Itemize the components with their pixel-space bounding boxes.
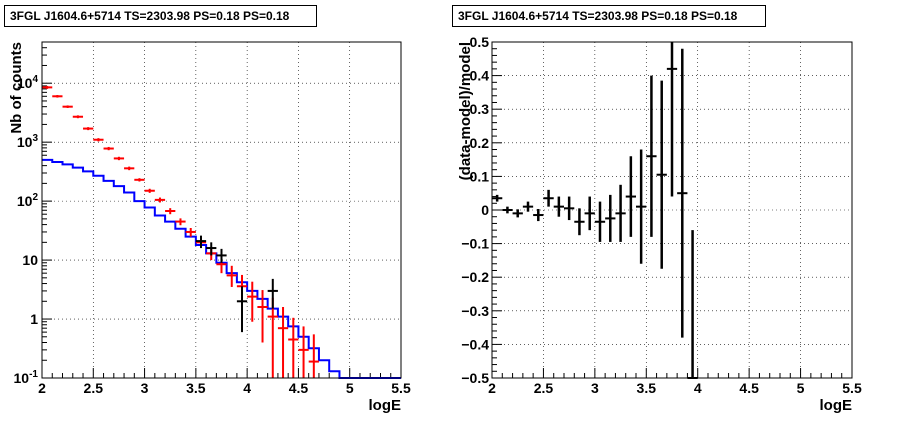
- right-y-tick-label: −0.2: [461, 269, 489, 285]
- right-y-tick-label: −0.1: [461, 236, 489, 252]
- data-point-red: [134, 178, 145, 182]
- residual-point: [522, 201, 534, 212]
- left-chart: 2 2.5 3 3.5 4 4.5 5 5.5 10-1 1 10 102 103 104 logE Nb o…: [8, 41, 411, 414]
- residual-point: [594, 201, 606, 242]
- right-chart-title: 3FGL J1604.6+5714 TS=2303.98 PS=0.18 PS=…: [452, 5, 766, 27]
- left-x-tick-label: 5.5: [391, 380, 411, 396]
- right-y-tick-label: 0: [481, 202, 489, 218]
- right-y-tick-label: −0.5: [461, 370, 489, 386]
- right-plot-frame: [491, 41, 853, 379]
- right-x-tick-label: 2: [488, 380, 496, 396]
- data-point-red: [298, 326, 309, 378]
- left-x-tick-label: 2.5: [84, 380, 104, 396]
- residual-point: [533, 208, 544, 222]
- left-x-tick-label: 4: [243, 380, 251, 396]
- left-y-tick-label: 102: [17, 192, 39, 209]
- residual-point: [543, 189, 554, 207]
- right-y-tick-label: 0.5: [470, 34, 490, 50]
- data-point-red: [226, 265, 237, 287]
- left-y-tick-label: 10: [22, 252, 38, 268]
- residual-point: [646, 75, 657, 237]
- data-point-black: [236, 286, 248, 333]
- left-y-tick-label: 10-1: [14, 369, 39, 386]
- data-point-black: [267, 278, 278, 309]
- data-point-red: [267, 297, 278, 378]
- data-point-red: [175, 218, 186, 226]
- residual-point: [564, 196, 575, 221]
- data-point-red: [42, 85, 53, 89]
- data-point-red: [144, 188, 155, 193]
- left-y-axis-label: Nb of counts: [8, 42, 25, 134]
- right-x-tick-label: 5: [797, 380, 805, 396]
- right-x-axis-label: logE: [820, 397, 853, 414]
- residual-point: [687, 230, 698, 379]
- data-point-black: [216, 248, 227, 263]
- left-y-tick-label: 1: [30, 311, 38, 327]
- data-point-red: [185, 228, 196, 237]
- residual-point: [677, 48, 688, 338]
- left-x-axis-label: logE: [369, 397, 402, 414]
- data-point-red: [83, 127, 94, 131]
- data-point-red: [52, 95, 63, 98]
- right-x-tick-label: 4: [694, 380, 702, 396]
- data-point-red: [124, 166, 135, 171]
- right-x-tick-label: 3: [591, 380, 599, 396]
- residual-point: [625, 156, 636, 237]
- residual-point: [553, 196, 564, 217]
- left-chart-title: 3FGL J1604.6+5714 TS=2303.98 PS=0.18 PS=…: [4, 5, 317, 27]
- residual-point: [492, 194, 503, 202]
- residual-point: [636, 149, 647, 264]
- left-x-tick-label: 5: [346, 380, 354, 396]
- data-point-red: [308, 334, 319, 378]
- residual-point: [502, 206, 513, 214]
- residual-point: [512, 209, 523, 218]
- right-y-tick-label: 0.1: [470, 168, 490, 184]
- right-y-tick-label: 0.2: [470, 135, 490, 151]
- residual-point: [574, 208, 585, 236]
- left-x-tick-label: 4.5: [289, 380, 309, 396]
- left-plot-frame: [41, 41, 402, 379]
- right-x-tick-label: 3.5: [637, 380, 657, 396]
- residual-point: [615, 184, 626, 242]
- left-y-tick-label: 104: [17, 74, 39, 91]
- left-y-tick-label: 103: [17, 133, 39, 150]
- data-point-black: [206, 242, 217, 256]
- residual-point: [605, 194, 616, 242]
- data-point-red: [247, 281, 258, 322]
- data-point-red: [257, 290, 268, 343]
- model-histogram: [42, 158, 401, 379]
- data-point-red: [93, 138, 104, 142]
- residual-point: [666, 42, 678, 197]
- right-x-tick-label: 5.5: [842, 380, 862, 396]
- right-y-tick-label: 0.4: [470, 68, 490, 84]
- data-point-red: [154, 197, 166, 203]
- right-x-tick-label: 4.5: [739, 380, 759, 396]
- data-point-red: [72, 115, 84, 119]
- data-point-red: [165, 208, 176, 215]
- right-x-tick-label: 2.5: [534, 380, 554, 396]
- data-point-red: [113, 156, 125, 161]
- right-y-tick-label: −0.3: [461, 303, 489, 319]
- left-x-tick-label: 2: [38, 380, 46, 396]
- data-point-red: [103, 146, 114, 151]
- residual-point: [656, 80, 667, 269]
- right-y-tick-label: −0.4: [461, 336, 489, 352]
- right-y-axis-label: (data-model)/model: [457, 42, 474, 180]
- right-y-tick-label: 0.3: [470, 101, 490, 117]
- left-x-tick-label: 3: [141, 380, 149, 396]
- left-x-tick-label: 3.5: [186, 380, 206, 396]
- data-point-red: [62, 105, 73, 108]
- residual-point: [584, 196, 595, 231]
- right-chart: 2 2.5 3 3.5 4 4.5 5 5.5 −0.5 −0.4 −0.3 −0.2 −0.1 0 0.1…: [457, 34, 862, 414]
- data-point-black: [195, 235, 207, 249]
- data-point-red: [288, 317, 299, 378]
- data-point-red: [277, 307, 289, 378]
